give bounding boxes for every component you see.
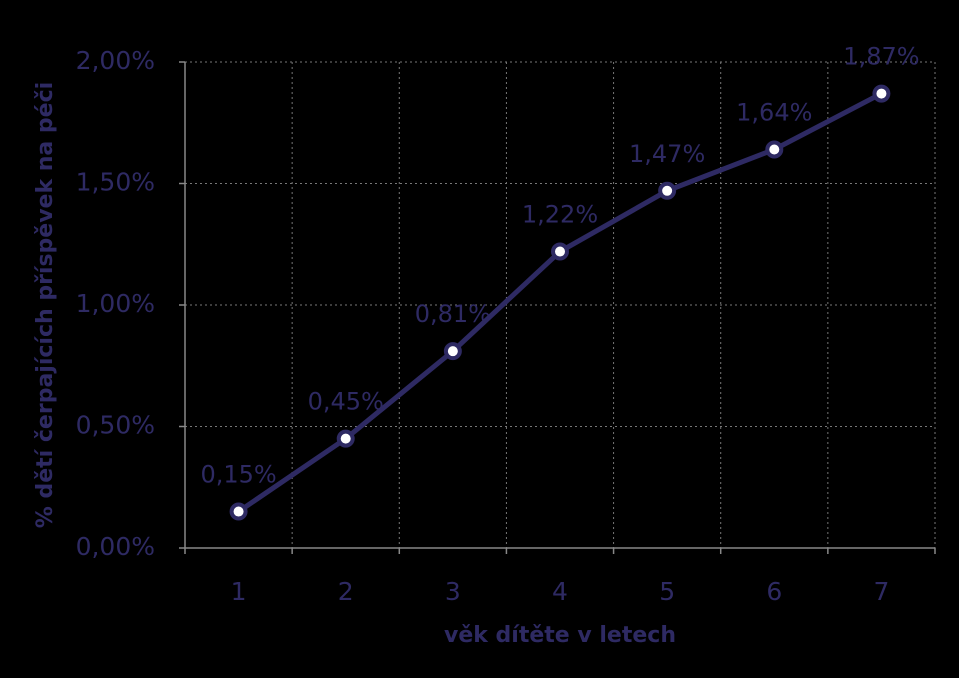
x-tick-label: 1 [231, 577, 247, 606]
data-point [336, 429, 355, 448]
data-point [658, 181, 677, 200]
data-point [443, 342, 462, 361]
data-label: 1,64% [736, 98, 812, 126]
x-tick-label: 6 [766, 577, 782, 606]
data-label: 0,81% [415, 300, 491, 328]
x-tick-label: 3 [445, 577, 461, 606]
y-tick-label: 2,00% [76, 46, 155, 75]
data-label: 0,45% [308, 388, 384, 416]
x-tick-label: 2 [338, 577, 354, 606]
x-axis-title: věk dítěte v letech [444, 623, 676, 648]
data-point [872, 84, 891, 103]
series-line [237, 91, 883, 514]
data-label: 1,87% [843, 43, 919, 71]
x-tick-label: 4 [552, 577, 568, 606]
x-tick-label: 7 [873, 577, 889, 606]
data-label: 1,22% [522, 201, 598, 229]
y-tick-label: 1,50% [76, 168, 155, 197]
y-tick-label: 0,50% [76, 411, 155, 440]
data-point [551, 242, 569, 261]
data-label: 1,47% [629, 140, 705, 168]
y-tick-label: 0,00% [76, 532, 155, 561]
data-point [765, 140, 784, 159]
y-axis-title: % dětí čerpajících příspěvek na péči [33, 82, 58, 528]
x-tick-label: 5 [659, 577, 675, 606]
data-point [229, 502, 248, 521]
data-label: 0,15% [200, 461, 276, 489]
y-tick-label: 1,00% [76, 289, 155, 318]
